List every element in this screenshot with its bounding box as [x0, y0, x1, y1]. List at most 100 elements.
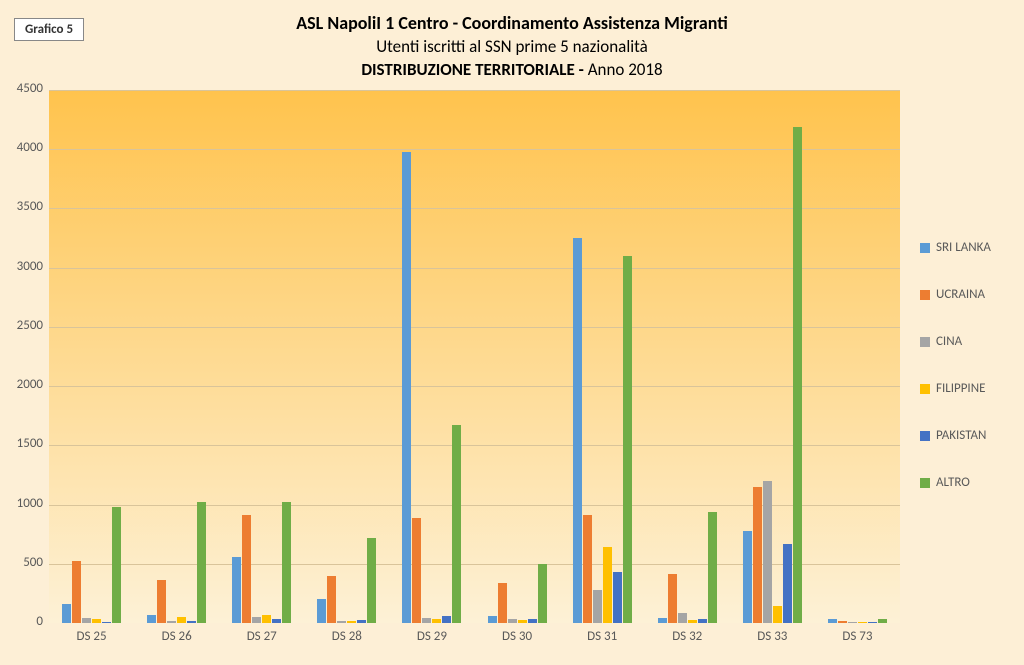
y-tick-label: 4500: [0, 81, 43, 96]
bar: [658, 618, 667, 623]
bar: [102, 622, 111, 623]
bar: [868, 622, 877, 623]
bar: [753, 487, 762, 623]
legend-label: SRI LANKA: [936, 240, 991, 255]
legend-item: SRI LANKA: [920, 240, 991, 255]
bar: [357, 620, 366, 623]
legend-label: CINA: [936, 334, 962, 349]
gridline: [49, 327, 900, 328]
bar: [838, 621, 847, 623]
bar: [282, 502, 291, 623]
y-tick-label: 4000: [0, 140, 43, 155]
legend-swatch: [920, 243, 930, 253]
y-tick-label: 2000: [0, 377, 43, 392]
bar: [72, 561, 81, 623]
bar: [62, 604, 71, 623]
bar: [317, 599, 326, 623]
bar: [232, 557, 241, 623]
legend: SRI LANKA UCRAINA CINA FILIPPINE PAKISTAN ALT…: [920, 240, 991, 490]
gridline: [49, 208, 900, 209]
gridline: [49, 445, 900, 446]
bar: [848, 622, 857, 623]
legend-item: FILIPPINE: [920, 381, 991, 396]
gridline: [49, 90, 900, 91]
legend-label: UCRAINA: [936, 287, 985, 302]
chart-titles: ASL NapoliI 1 Centro - Coordinamento Ass…: [0, 12, 1024, 80]
bar: [668, 574, 677, 623]
bar: [603, 547, 612, 623]
bar: [252, 617, 261, 623]
legend-label: PAKISTAN: [936, 428, 986, 443]
legend-item: PAKISTAN: [920, 428, 991, 443]
bar: [327, 576, 336, 623]
y-tick-label: 3000: [0, 259, 43, 274]
gridline: [49, 564, 900, 565]
bar: [518, 620, 527, 623]
bar: [678, 613, 687, 623]
y-tick-label: 3500: [0, 199, 43, 214]
bar: [242, 515, 251, 623]
bar: [793, 127, 802, 623]
bar: [593, 590, 602, 623]
gridline: [49, 386, 900, 387]
bar: [488, 616, 497, 623]
x-tick-label: DS 26: [134, 629, 219, 644]
x-tick-label: DS 25: [49, 629, 134, 644]
bar: [92, 619, 101, 623]
bar: [688, 620, 697, 623]
chart-container: Grafico 5 ASL NapoliI 1 Centro - Coordin…: [0, 0, 1024, 665]
bar: [422, 618, 431, 623]
bar: [197, 502, 206, 623]
bar: [763, 481, 772, 623]
bar: [347, 621, 356, 623]
gridline: [49, 268, 900, 269]
legend-swatch: [920, 478, 930, 488]
x-tick-label: DS 29: [389, 629, 474, 644]
bar: [613, 572, 622, 623]
bar: [508, 619, 517, 623]
legend-label: ALTRO: [936, 475, 970, 490]
legend-item: ALTRO: [920, 475, 991, 490]
chart-title-line3b: Anno 2018: [588, 59, 663, 80]
legend-item: CINA: [920, 334, 991, 349]
bar: [412, 518, 421, 623]
bar: [858, 622, 867, 623]
chart-title-line1: ASL NapoliI 1 Centro - Coordinamento Ass…: [0, 12, 1024, 34]
bar: [828, 619, 837, 623]
chart-title-line3a: DISTRIBUZIONE TERRITORIALE -: [361, 59, 587, 80]
bar: [157, 580, 166, 623]
bar: [878, 619, 887, 623]
bar: [743, 531, 752, 623]
legend-swatch: [920, 290, 930, 300]
x-tick-label: DS 73: [815, 629, 900, 644]
bar: [498, 583, 507, 623]
x-tick-label: DS 32: [645, 629, 730, 644]
legend-item: UCRAINA: [920, 287, 991, 302]
bar: [167, 621, 176, 623]
bar: [367, 538, 376, 623]
y-tick-label: 500: [0, 555, 43, 570]
bar: [538, 564, 547, 623]
bar: [442, 616, 451, 623]
x-tick-label: DS 27: [219, 629, 304, 644]
bar: [698, 619, 707, 623]
legend-swatch: [920, 384, 930, 394]
bar: [783, 544, 792, 623]
bar: [452, 425, 461, 623]
y-tick-label: 1000: [0, 496, 43, 511]
y-tick-label: 1500: [0, 436, 43, 451]
bar: [147, 615, 156, 623]
bar: [337, 621, 346, 623]
bar: [583, 515, 592, 623]
legend-swatch: [920, 337, 930, 347]
bar: [272, 619, 281, 623]
legend-swatch: [920, 431, 930, 441]
bar: [187, 621, 196, 623]
x-tick-label: DS 33: [730, 629, 815, 644]
x-tick-label: DS 31: [560, 629, 645, 644]
bar: [262, 615, 271, 623]
chart-title-line2: Utenti iscritti al SSN prime 5 nazionali…: [0, 36, 1024, 57]
bar: [402, 152, 411, 623]
bar: [623, 256, 632, 623]
bar: [773, 606, 782, 623]
